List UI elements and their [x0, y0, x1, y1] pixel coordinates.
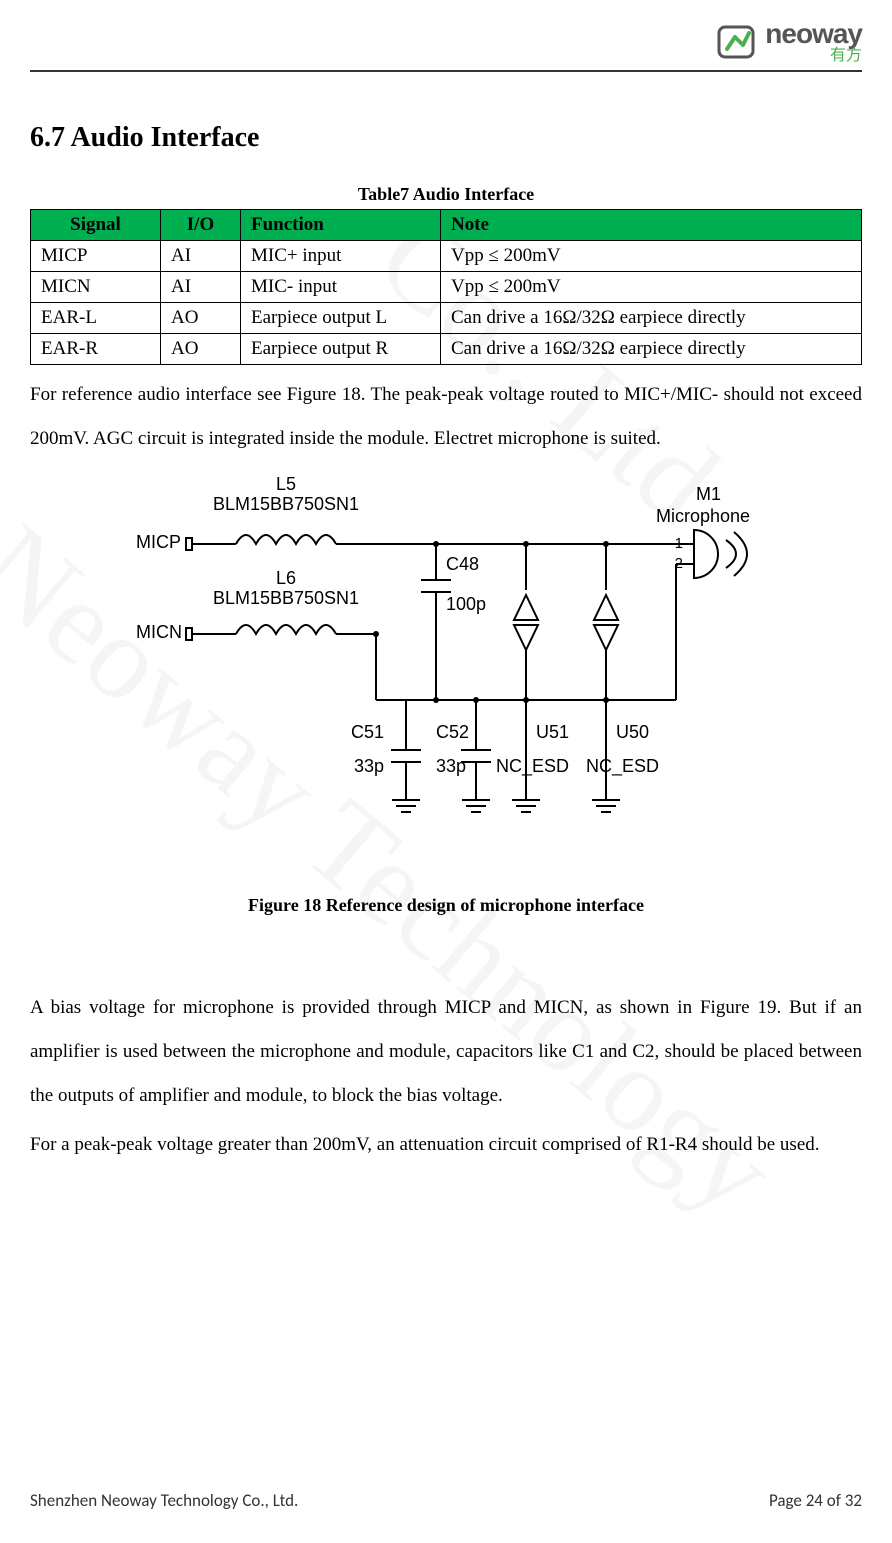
- page-footer: Shenzhen Neoway Technology Co., Ltd. Pag…: [30, 1490, 862, 1511]
- label-micp: MICP: [136, 532, 181, 552]
- label-l5: L5: [276, 474, 296, 494]
- circuit-diagram: .w { stroke:#000; stroke-width:2; fill:n…: [136, 470, 756, 870]
- cell-function: MIC- input: [241, 272, 441, 303]
- label-c51: C51: [351, 722, 384, 742]
- table-row: EAR-R AO Earpiece output R Can drive a 1…: [31, 334, 862, 365]
- label-l6-part: BLM15BB750SN1: [213, 588, 359, 608]
- cell-note: Vpp ≤ 200mV: [441, 241, 862, 272]
- cell-signal: MICN: [31, 272, 161, 303]
- table-row: EAR-L AO Earpiece output L Can drive a 1…: [31, 303, 862, 334]
- cell-note: Vpp ≤ 200mV: [441, 272, 862, 303]
- label-c52: C52: [436, 722, 469, 742]
- logo-cn: 有方: [830, 48, 862, 64]
- logo-word: neoway: [765, 20, 862, 48]
- label-u50-part: NC_ESD: [586, 756, 659, 777]
- figure-caption: Figure 18 Reference design of microphone…: [30, 895, 862, 916]
- label-pin1: 1: [675, 535, 683, 552]
- table-row: MICP AI MIC+ input Vpp ≤ 200mV: [31, 241, 862, 272]
- label-u51-part: NC_ESD: [496, 756, 569, 777]
- label-u50: U50: [616, 722, 649, 742]
- table-caption: Table7 Audio Interface: [30, 184, 862, 205]
- cell-io: AO: [161, 303, 241, 334]
- label-micn: MICN: [136, 622, 182, 642]
- th-io: I/O: [161, 210, 241, 241]
- table-row: MICN AI MIC- input Vpp ≤ 200mV: [31, 272, 862, 303]
- cell-function: Earpiece output R: [241, 334, 441, 365]
- section-title: 6.7 Audio Interface: [30, 122, 862, 154]
- page-header: neoway 有方: [30, 20, 862, 72]
- cell-function: Earpiece output L: [241, 303, 441, 334]
- label-c51-val: 33p: [354, 756, 384, 776]
- th-signal: Signal: [31, 210, 161, 241]
- label-u51: U51: [536, 722, 569, 742]
- label-m1: M1: [696, 484, 721, 504]
- label-c48-val: 100p: [446, 594, 486, 614]
- footer-company: Shenzhen Neoway Technology Co., Ltd.: [30, 1490, 298, 1511]
- label-pin2: 2: [675, 555, 683, 572]
- cell-note: Can drive a 16Ω/32Ω earpiece directly: [441, 334, 862, 365]
- figure-18: .w { stroke:#000; stroke-width:2; fill:n…: [30, 470, 862, 916]
- audio-interface-table: Signal I/O Function Note MICP AI MIC+ in…: [30, 209, 862, 365]
- cell-signal: EAR-R: [31, 334, 161, 365]
- label-c52-val: 33p: [436, 756, 466, 776]
- paragraph: A bias voltage for microphone is provide…: [30, 986, 862, 1117]
- cell-note: Can drive a 16Ω/32Ω earpiece directly: [441, 303, 862, 334]
- label-l6: L6: [276, 568, 296, 588]
- neoway-logo-icon: [715, 23, 759, 61]
- cell-function: MIC+ input: [241, 241, 441, 272]
- cell-io: AI: [161, 272, 241, 303]
- paragraph: For a peak-peak voltage greater than 200…: [30, 1123, 862, 1167]
- th-note: Note: [441, 210, 862, 241]
- cell-signal: EAR-L: [31, 303, 161, 334]
- label-c48: C48: [446, 554, 479, 574]
- paragraph: For reference audio interface see Figure…: [30, 373, 862, 460]
- cell-signal: MICP: [31, 241, 161, 272]
- logo: neoway 有方: [715, 20, 862, 64]
- footer-page: Page 24 of 32: [769, 1490, 862, 1511]
- label-l5-part: BLM15BB750SN1: [213, 494, 359, 514]
- cell-io: AI: [161, 241, 241, 272]
- th-function: Function: [241, 210, 441, 241]
- cell-io: AO: [161, 334, 241, 365]
- label-m1-part: Microphone: [656, 506, 750, 526]
